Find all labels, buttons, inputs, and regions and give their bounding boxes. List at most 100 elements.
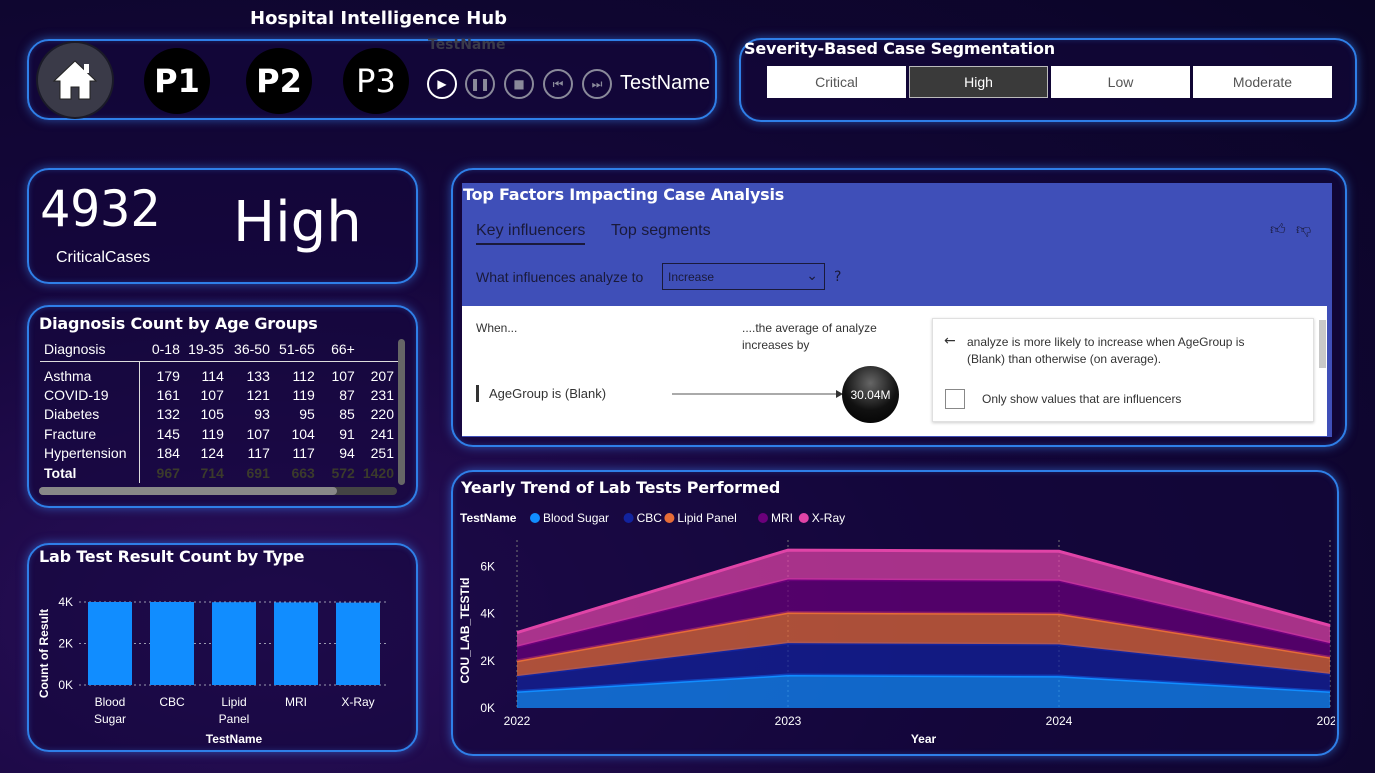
table-cell: 104 <box>291 425 315 442</box>
table-row: Diabetes 132 105 93 95 85 220 <box>40 404 398 424</box>
play-axis-field: TestName <box>620 72 711 94</box>
next-button[interactable]: ⏭ <box>582 69 612 99</box>
legend-marker[interactable] <box>530 513 540 523</box>
table-horizontal-scroll-thumb[interactable] <box>39 487 337 495</box>
nav-p1-label: P1 <box>154 62 200 100</box>
y-tick-label: 2K <box>480 654 495 668</box>
legend-marker[interactable] <box>798 513 809 523</box>
home-button[interactable] <box>38 43 112 117</box>
stop-icon: ■ <box>513 77 525 91</box>
detail-text-line-1: analyze is more likely to increase when … <box>967 335 1245 349</box>
table-vertical-scrollbar[interactable] <box>398 339 405 485</box>
table-cell: 220 <box>370 406 394 423</box>
legend-entry[interactable]: CBC <box>637 511 663 525</box>
y-axis-title: Count of Result <box>37 609 51 698</box>
y-axis-title: COU_LAB_TESTId <box>458 577 472 683</box>
area-series[interactable] <box>517 579 1330 661</box>
table-cell: 121 <box>246 386 270 403</box>
help-icon[interactable]: ? <box>834 269 842 285</box>
thumbs-up-icon[interactable]: 👍︎ <box>1270 220 1286 238</box>
bar[interactable] <box>88 602 132 685</box>
diagnosis-table-viewport[interactable]: Diagnosis 0-18 19-35 36-50 51-65 66+ Ast… <box>36 337 398 487</box>
table-cell: 112 <box>292 368 315 385</box>
series-line[interactable] <box>516 548 1331 635</box>
table-cell: 114 <box>201 368 224 385</box>
tab-top-segments[interactable]: Top segments <box>611 222 711 239</box>
table-cell: 117 <box>292 445 315 462</box>
table-header-row: Diagnosis 0-18 19-35 36-50 51-65 66+ <box>40 337 398 361</box>
row-label: Hypertension <box>40 443 141 463</box>
severity-option-critical[interactable]: Critical <box>767 66 906 98</box>
legend-entry[interactable]: Lipid Panel <box>677 511 736 525</box>
back-arrow-icon[interactable]: ← <box>944 333 956 349</box>
bar[interactable] <box>274 602 318 685</box>
area-series[interactable] <box>517 675 1330 708</box>
table-cell: 231 <box>370 386 394 403</box>
factor-row-agegroup[interactable]: AgeGroup is (Blank) <box>489 386 607 401</box>
bar[interactable] <box>212 602 256 685</box>
row-label: Fracture <box>40 424 141 444</box>
previous-button[interactable]: ⏮ <box>543 69 573 99</box>
table-cell: 691 <box>246 464 270 481</box>
severity-title: Severity-Based Case Segmentation <box>744 39 1055 58</box>
severity-option-high[interactable]: High <box>909 66 1048 98</box>
severity-option-low[interactable]: Low <box>1051 66 1190 98</box>
severity-option-moderate[interactable]: Moderate <box>1193 66 1332 98</box>
legend-entry[interactable]: MRI <box>771 511 793 525</box>
nav-button-p3[interactable]: P3 <box>343 48 409 114</box>
col-header-diagnosis: Diagnosis <box>44 340 106 357</box>
pause-button[interactable]: ❚❚ <box>465 69 495 99</box>
y-tick-label: 2K <box>58 637 73 651</box>
tab-key-influencers[interactable]: Key influencers <box>476 222 586 245</box>
table-cell: 133 <box>246 368 270 385</box>
table-cell: 124 <box>200 445 224 462</box>
factor-value: 30.04M <box>850 387 891 402</box>
lab-bar-chart: 0K 2K 4K Blood Sugar CBC Lipid Panel MRI X-Ray Tes… <box>37 595 389 746</box>
play-button[interactable]: ▶ <box>427 69 457 99</box>
nav-button-p1[interactable]: P1 <box>144 48 210 114</box>
lab-trend-title: Yearly Trend of Lab Tests Performed <box>461 478 781 497</box>
influencers-only-checkbox[interactable] <box>945 389 965 409</box>
critical-cases-label: CriticalCases <box>56 249 151 266</box>
legend-marker[interactable] <box>623 513 634 523</box>
pause-icon: ❚❚ <box>469 77 491 91</box>
col-header-51-65: 51-65 <box>279 340 315 357</box>
legend-entry[interactable]: Blood Sugar <box>543 511 609 525</box>
table-cell: 1420 <box>362 464 394 481</box>
next-icon: ⏭ <box>591 76 603 91</box>
x-tick-label: Sugar <box>94 712 126 726</box>
bar[interactable] <box>150 602 194 685</box>
legend-marker[interactable] <box>758 513 768 523</box>
lab-trend-chart: TestName Blood Sugar CBC Lipid Panel MRI X-Ra… <box>458 511 1335 746</box>
nav-p2-label: P2 <box>256 62 302 100</box>
influencer-detail-pane <box>932 318 1314 422</box>
row-label: Asthma <box>40 361 141 385</box>
nav-button-p2[interactable]: P2 <box>246 48 312 114</box>
table-cell: 91 <box>339 425 355 442</box>
stop-button[interactable]: ■ <box>504 69 534 99</box>
critical-cases-value: 4932 <box>40 180 161 238</box>
x-axis-title: Year <box>911 732 937 746</box>
x-tick-label: CBC <box>159 695 185 709</box>
table-cell: 161 <box>156 386 180 403</box>
area-series[interactable] <box>517 550 1330 647</box>
table-cell: 572 <box>331 464 355 481</box>
table-horizontal-scrollbar[interactable] <box>39 487 397 495</box>
table-row: Hypertension 184 124 117 117 94 251 <box>40 443 398 463</box>
home-icon <box>52 60 98 100</box>
kpi-panel <box>27 168 418 284</box>
analyze-direction-dropdown[interactable]: Increase ⌄ <box>662 263 825 290</box>
detail-scrollbar[interactable] <box>1319 320 1326 368</box>
diagnosis-title: Diagnosis Count by Age Groups <box>39 314 318 333</box>
y-tick-label: 4K <box>58 595 73 609</box>
area-series[interactable] <box>517 643 1330 692</box>
legend-marker[interactable] <box>664 513 675 523</box>
bar[interactable] <box>336 602 380 685</box>
thumbs-down-icon[interactable]: 👎︎ <box>1296 220 1312 238</box>
area-series[interactable] <box>517 612 1330 677</box>
y-tick-label: 6K <box>480 560 495 574</box>
legend-entry[interactable]: X-Ray <box>812 511 845 525</box>
factor-value-bubble[interactable]: 30.04M <box>842 366 899 423</box>
col-header-36-50: 36-50 <box>234 340 270 357</box>
x-tick-label: Blood <box>95 695 126 709</box>
